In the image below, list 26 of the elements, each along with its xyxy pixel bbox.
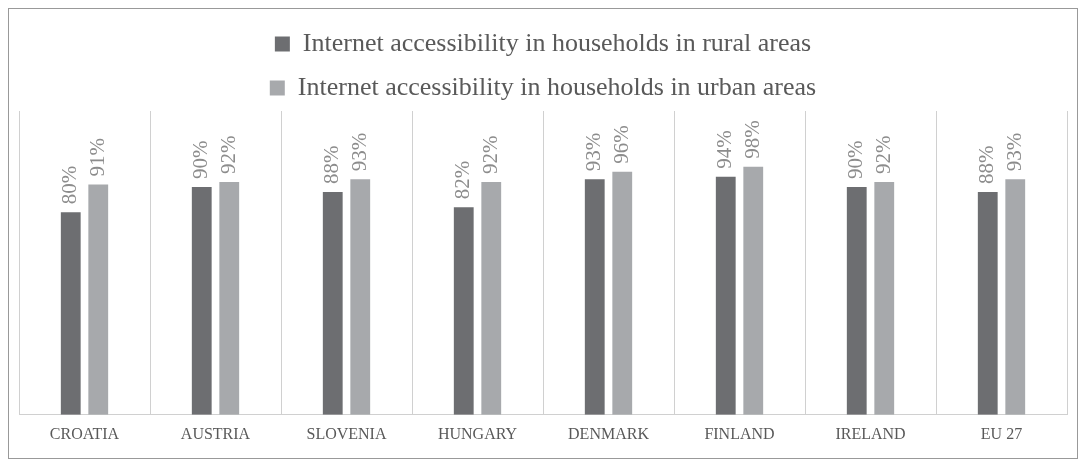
x-tick-label: EU 27: [980, 424, 1023, 442]
x-tick-label: DENMARK: [568, 424, 650, 442]
data-label: 82%: [450, 160, 475, 200]
x-tick-label: HUNGARY: [437, 424, 518, 442]
x-tick-label: AUSTRIA: [180, 424, 251, 442]
data-label: 93%: [1001, 132, 1026, 172]
data-label: 91%: [84, 137, 109, 177]
data-label: 96%: [608, 125, 633, 164]
data-label: 92%: [215, 135, 240, 174]
data-label: 90%: [843, 140, 868, 179]
x-tick-label: FINLAND: [704, 424, 775, 442]
x-tick-label: CROATIA: [49, 424, 120, 442]
data-label: 93%: [581, 132, 606, 172]
data-label: 88%: [974, 145, 999, 185]
data-label: 80%: [57, 165, 82, 205]
data-label: 92%: [477, 135, 502, 174]
legend-label: Internet accessibility in households in urban areas: [297, 71, 817, 101]
data-label: 92%: [870, 135, 895, 174]
data-label: 90%: [188, 140, 213, 179]
x-tick-label: SLOVENIA: [306, 424, 387, 442]
data-label: 88%: [319, 145, 344, 185]
data-label: 93%: [346, 132, 371, 172]
data-label: 98%: [739, 120, 764, 159]
x-tick-label: IRELAND: [835, 424, 906, 442]
legend-label: Internet accessibility in households in rural areas: [302, 27, 812, 57]
data-label: 94%: [712, 130, 737, 169]
